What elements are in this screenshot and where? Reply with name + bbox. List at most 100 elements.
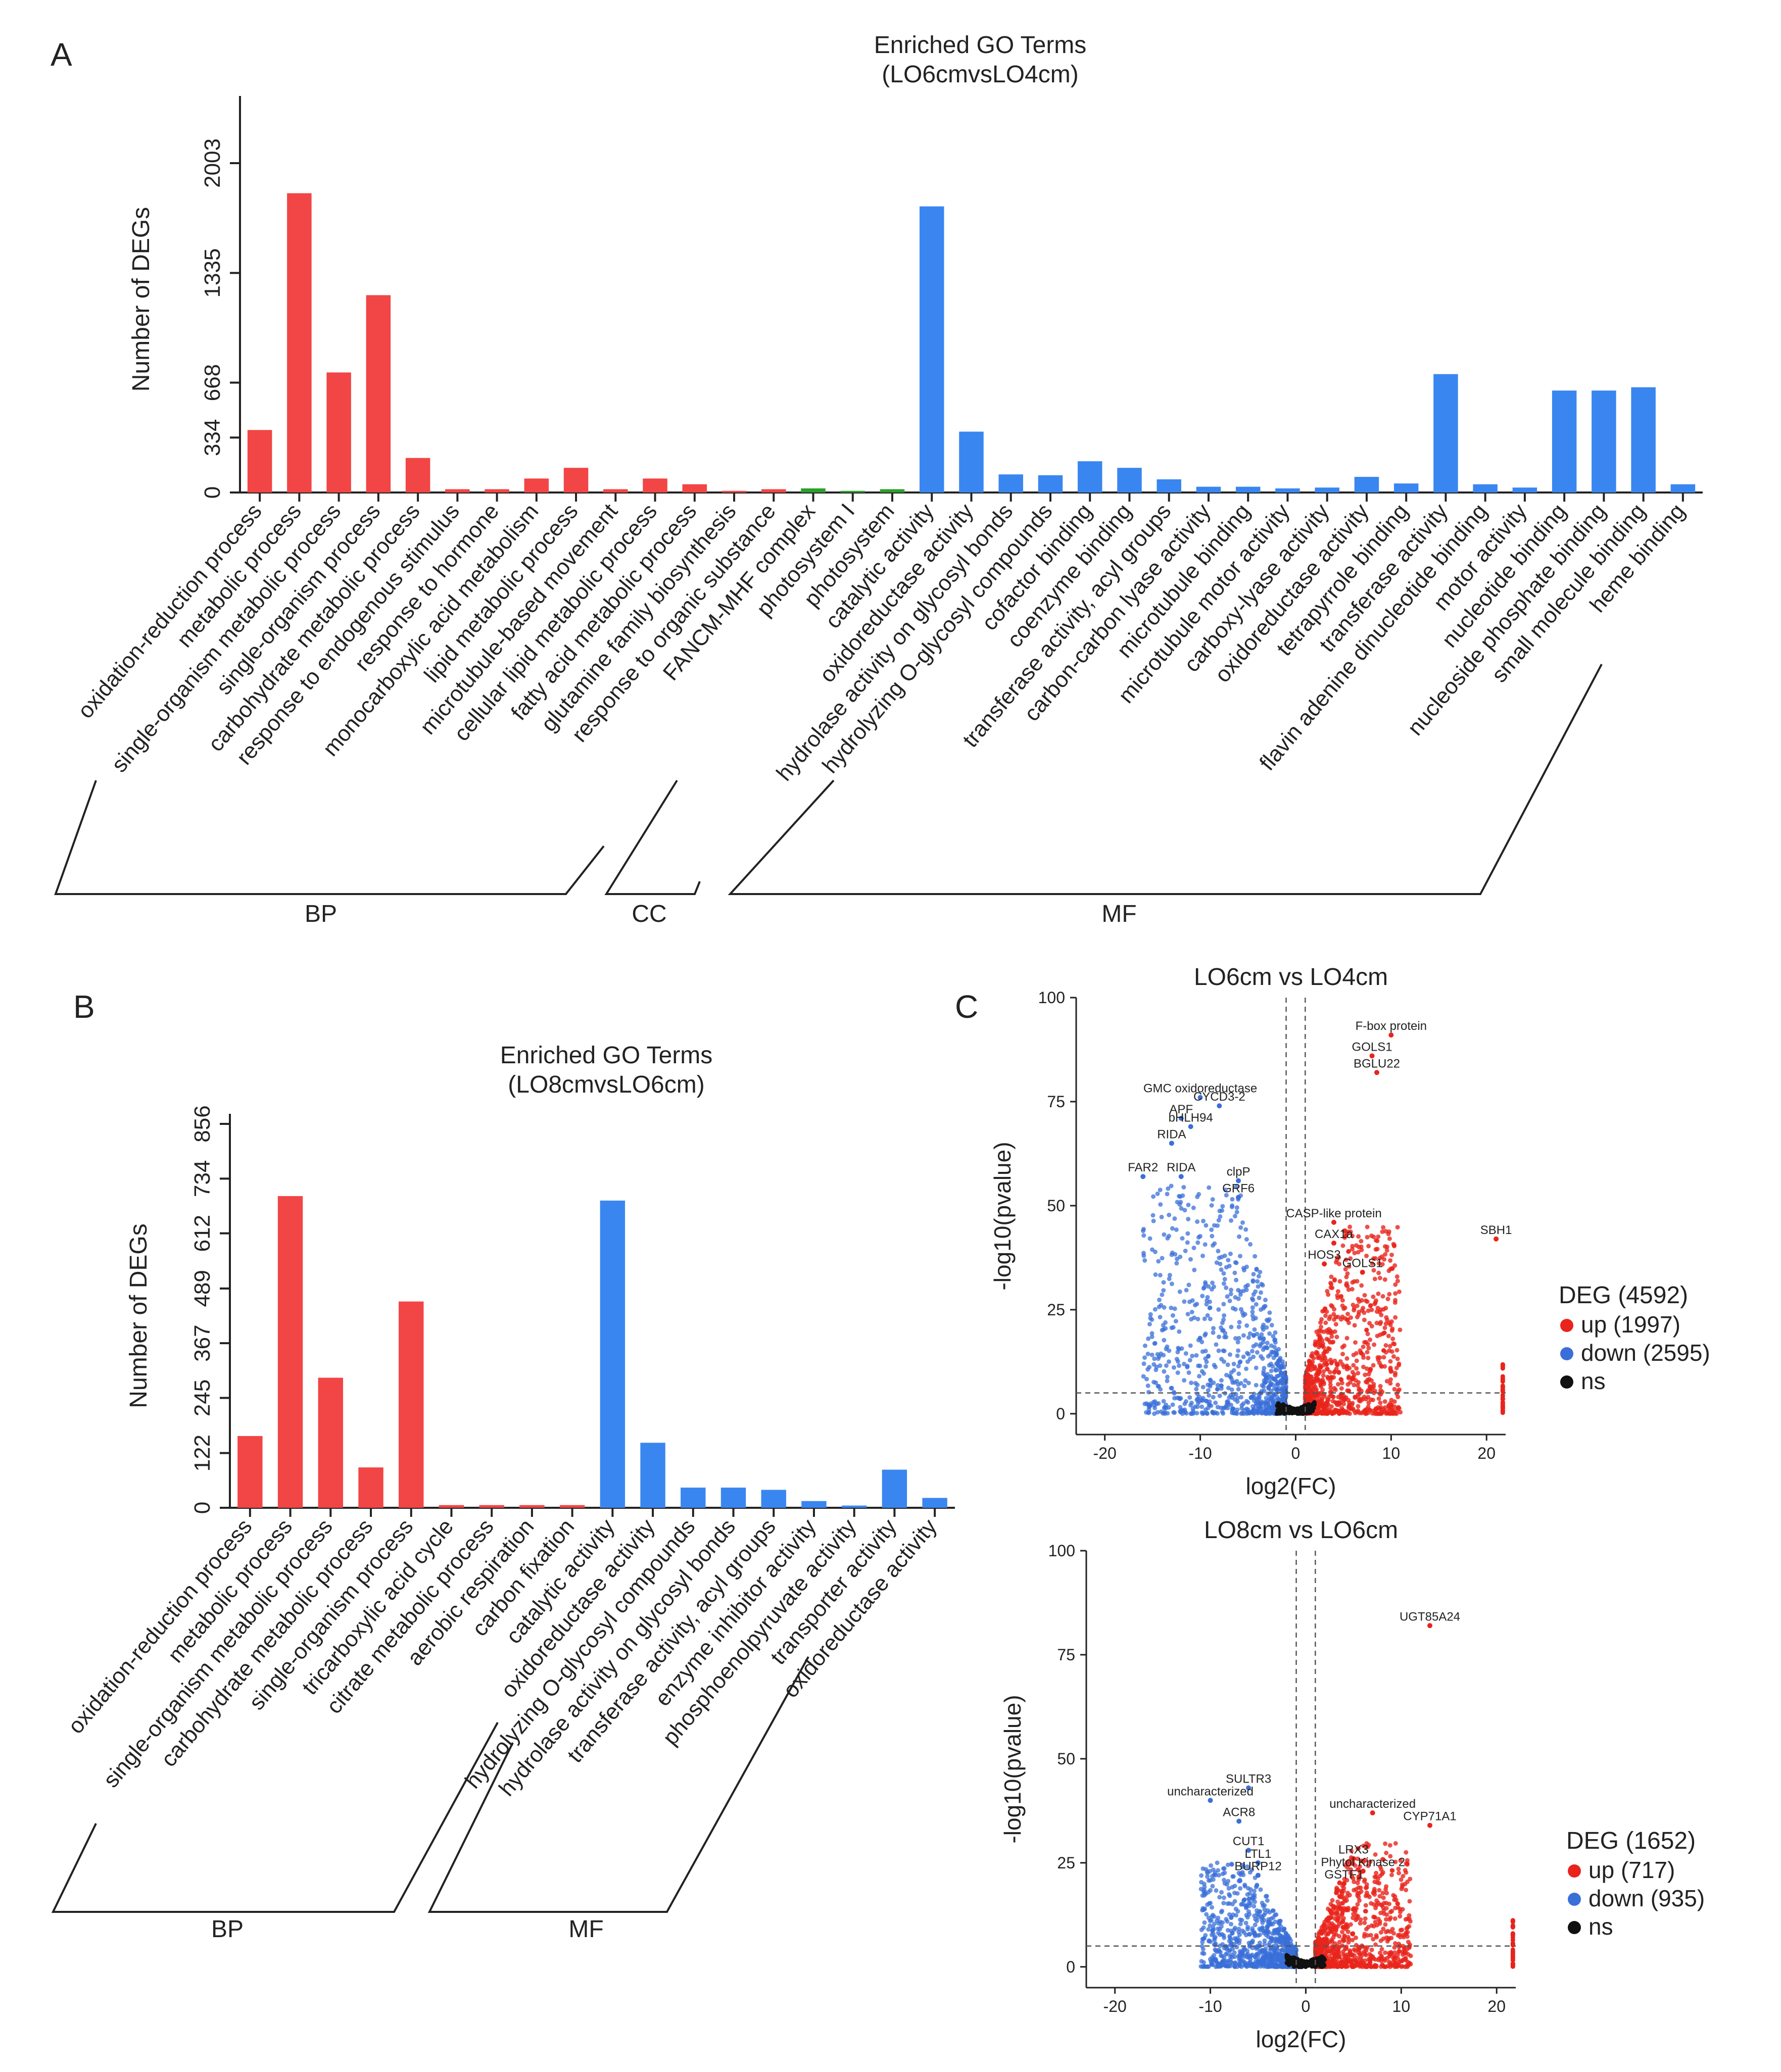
- x-axis-title: log2(FC): [1256, 2026, 1346, 2052]
- point-down: [1159, 1303, 1164, 1308]
- point-down: [1237, 1320, 1242, 1325]
- point-up: [1393, 1955, 1398, 1960]
- point-up: [1354, 1366, 1359, 1371]
- point-down: [1221, 1271, 1226, 1276]
- point-down: [1243, 1227, 1248, 1232]
- point-down: [1155, 1191, 1160, 1196]
- point-up: [1348, 1867, 1353, 1872]
- point-down: [1255, 1350, 1260, 1355]
- point-up: [1321, 1362, 1326, 1367]
- point-down: [1221, 1281, 1226, 1286]
- point-up: [1342, 1410, 1347, 1415]
- bar: [882, 1469, 907, 1508]
- point-up: [1367, 1321, 1372, 1326]
- bar: [841, 1505, 867, 1508]
- point-down: [1265, 1346, 1270, 1351]
- point-up: [1385, 1297, 1390, 1302]
- point-up: [1323, 1928, 1328, 1933]
- point-down: [1151, 1194, 1156, 1199]
- gene-label: SBH1: [1480, 1223, 1512, 1237]
- legend-label: up (717): [1589, 1857, 1675, 1883]
- point-ns: [1287, 1410, 1292, 1415]
- point-down: [1228, 1251, 1233, 1256]
- point-down: [1185, 1231, 1190, 1236]
- point-up: [1352, 1408, 1357, 1413]
- point-up: [1342, 1228, 1347, 1233]
- point-down: [1232, 1214, 1237, 1219]
- point-down: [1267, 1405, 1272, 1410]
- group-bracket: [728, 664, 1603, 895]
- point-down: [1216, 1921, 1221, 1926]
- point-up: [1394, 1365, 1399, 1370]
- point-down: [1228, 1292, 1233, 1297]
- point-down: [1267, 1378, 1272, 1384]
- point-up: [1376, 1916, 1381, 1921]
- chart-subtitle: (LO8cmvsLO6cm): [508, 1071, 704, 1098]
- point-up: [1320, 1388, 1325, 1393]
- point-up: [1378, 1910, 1383, 1915]
- bar: [358, 1467, 383, 1508]
- point-up: [1361, 1364, 1366, 1369]
- point-down: [1256, 1284, 1261, 1289]
- bar: [485, 489, 509, 492]
- y-tick-label: 2003: [200, 138, 225, 188]
- point-down: [1229, 1288, 1234, 1293]
- point-up: [1333, 1925, 1338, 1930]
- annotated-point: [1374, 1070, 1379, 1075]
- point-up: [1378, 1384, 1383, 1389]
- point-down: [1167, 1212, 1172, 1217]
- bar: [640, 1443, 665, 1508]
- bar: [326, 372, 351, 492]
- point-down: [1189, 1380, 1194, 1386]
- point-down: [1250, 1313, 1255, 1318]
- x-tick-label: 0: [1302, 1997, 1311, 2015]
- point-up: [1388, 1403, 1393, 1408]
- point-down: [1223, 1330, 1228, 1336]
- point-up: [1316, 1941, 1321, 1946]
- point-down: [1258, 1290, 1263, 1295]
- point-up: [1359, 1389, 1364, 1394]
- point-up: [1377, 1956, 1382, 1961]
- point-down: [1212, 1921, 1217, 1927]
- point-up: [1388, 1359, 1393, 1364]
- point-down: [1209, 1933, 1214, 1938]
- point-up: [1377, 1881, 1382, 1886]
- y-tick-label: 100: [1038, 989, 1065, 1007]
- point-down: [1251, 1931, 1257, 1936]
- point-down: [1269, 1956, 1274, 1961]
- point-down: [1195, 1240, 1200, 1245]
- point-down: [1251, 1333, 1256, 1338]
- point-down: [1149, 1334, 1154, 1339]
- point-down: [1229, 1324, 1234, 1329]
- point-up: [1317, 1336, 1322, 1341]
- point-down: [1212, 1362, 1217, 1367]
- point-down: [1282, 1927, 1287, 1932]
- point-up: [1393, 1963, 1398, 1968]
- point-down: [1206, 1927, 1211, 1932]
- point-up: [1362, 1879, 1367, 1884]
- point-down: [1222, 1276, 1227, 1281]
- bar: [1393, 483, 1419, 492]
- point-down: [1254, 1365, 1259, 1370]
- point-down: [1199, 1340, 1205, 1345]
- point-up: [1365, 1350, 1370, 1355]
- point-down: [1204, 1912, 1209, 1917]
- point-down: [1201, 1925, 1206, 1930]
- point-down: [1161, 1399, 1166, 1404]
- point-up: [1340, 1930, 1345, 1935]
- point-down: [1236, 1371, 1241, 1376]
- point-down: [1227, 1298, 1232, 1303]
- point-down: [1181, 1361, 1186, 1366]
- point-down: [1226, 1386, 1231, 1391]
- point-up: [1354, 1887, 1359, 1892]
- point-up: [1326, 1398, 1331, 1403]
- point-down: [1245, 1282, 1250, 1288]
- point-up: [1355, 1902, 1360, 1907]
- point-down: [1227, 1352, 1232, 1357]
- point-down: [1217, 1949, 1222, 1954]
- point-up: [1404, 1850, 1409, 1855]
- point-up: [1355, 1856, 1360, 1861]
- point-up: [1346, 1375, 1351, 1380]
- point-up: [1329, 1950, 1334, 1955]
- point-up: [1376, 1357, 1381, 1362]
